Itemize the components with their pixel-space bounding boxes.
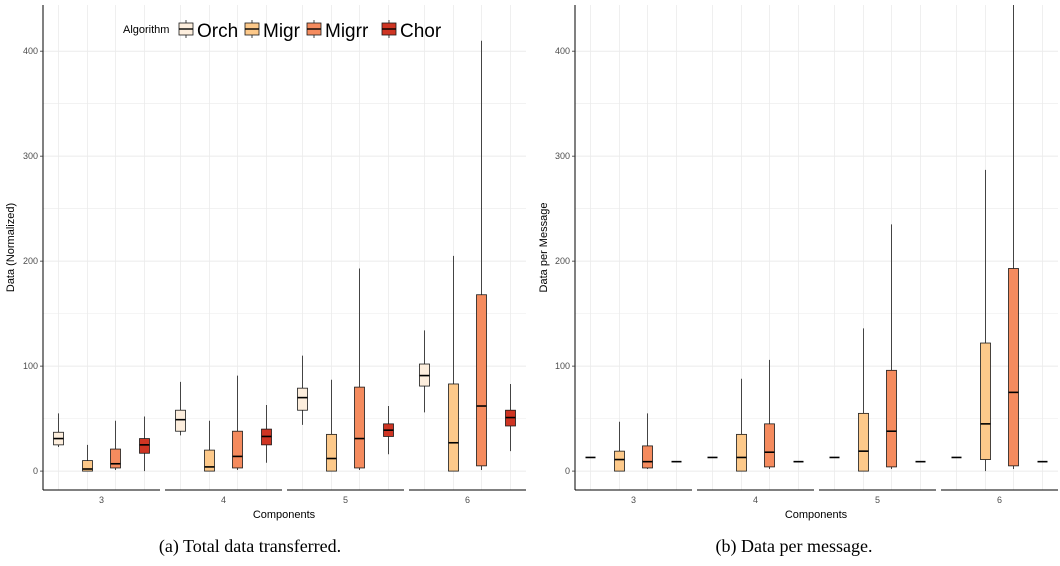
legend: Algorithm Orch Migr Migrr Chor (123, 20, 442, 42)
box-body (858, 412, 869, 472)
box-migrr (110, 420, 121, 471)
y-tick-label: 0 (33, 466, 38, 476)
box-migr (204, 420, 215, 472)
legend-key-migr (244, 20, 260, 38)
facet-label: 6 (997, 495, 1002, 505)
y-axis-title: Data (Normalized) (5, 203, 17, 292)
box-body (139, 438, 150, 454)
box-migr (858, 328, 869, 472)
legend-key-chor (381, 20, 397, 38)
facet-label: 4 (221, 495, 226, 505)
box-chor (505, 383, 516, 452)
box-body (764, 423, 775, 468)
box-body (232, 430, 243, 469)
legend-label-migrr: Migrr (325, 21, 369, 42)
box-body (204, 449, 215, 472)
box-body (448, 383, 459, 472)
facet-label: 5 (875, 495, 880, 505)
box-migrr (354, 268, 365, 471)
facet-label: 5 (343, 495, 348, 505)
legend-label-orch: Orch (197, 21, 238, 42)
legend-label-migr: Migr (263, 21, 301, 42)
box-body (175, 409, 186, 432)
y-tick-label: 400 (555, 46, 570, 56)
box-migrr (232, 375, 243, 471)
box-body (110, 448, 121, 469)
panel-total-data: 0 100 200 300 400 Data (Normalized) 3 4 5 6 Compon… (5, 5, 526, 521)
box-body (354, 386, 365, 469)
box-orch (297, 355, 308, 425)
facet-label: 3 (99, 495, 104, 505)
box-body (614, 450, 625, 472)
legend-label-chor: Chor (400, 21, 442, 42)
y-tick-label: 100 (23, 361, 38, 371)
y-tick-label: 400 (23, 46, 38, 56)
y-tick-label: 200 (23, 256, 38, 266)
box-body (886, 369, 897, 468)
box-body (476, 294, 487, 467)
legend-key-migrr (306, 20, 322, 38)
facet-label: 4 (753, 495, 758, 505)
box-body (980, 342, 991, 460)
box-migr (448, 255, 459, 472)
box-orch (419, 330, 430, 413)
legend-key-orch (178, 20, 194, 38)
box-migr (614, 421, 625, 472)
box-body (736, 433, 747, 472)
legend-title: Algorithm (123, 24, 169, 36)
box-orch (53, 413, 64, 447)
y-tick-label: 200 (555, 256, 570, 266)
box-migrr (764, 359, 775, 470)
y-tick-label: 300 (555, 151, 570, 161)
box-orch (175, 381, 186, 436)
caption-b: (b) Data per message. (716, 536, 873, 557)
box-migrr (1008, 5, 1019, 470)
box-migrr (642, 413, 653, 470)
box-chor (139, 416, 150, 472)
y-tick-label: 300 (23, 151, 38, 161)
panel-data-per-message: 0 100 200 300 400 Data per Message 3 4 5 6 Compone… (538, 5, 1058, 521)
box-migr (326, 379, 337, 472)
box-body (642, 445, 653, 469)
box-body (82, 460, 93, 472)
caption-a: (a) Total data transferred. (159, 536, 341, 557)
facet-label: 6 (465, 495, 470, 505)
y-tick-label: 0 (565, 466, 570, 476)
box-body (297, 387, 308, 411)
box-migr (82, 444, 93, 472)
box-migrr (476, 40, 487, 471)
box-body (326, 433, 337, 472)
box-chor (261, 404, 272, 463)
y-tick-label: 100 (555, 361, 570, 371)
x-axis-title: Components (253, 509, 316, 521)
box-chor (383, 406, 394, 455)
x-axis-title: Components (785, 509, 848, 521)
box-migr (736, 378, 747, 472)
facet-label: 3 (631, 495, 636, 505)
y-axis-title: Data per Message (538, 203, 550, 293)
box-migrr (886, 224, 897, 470)
box-migr (980, 169, 991, 472)
box-body (1008, 268, 1019, 467)
